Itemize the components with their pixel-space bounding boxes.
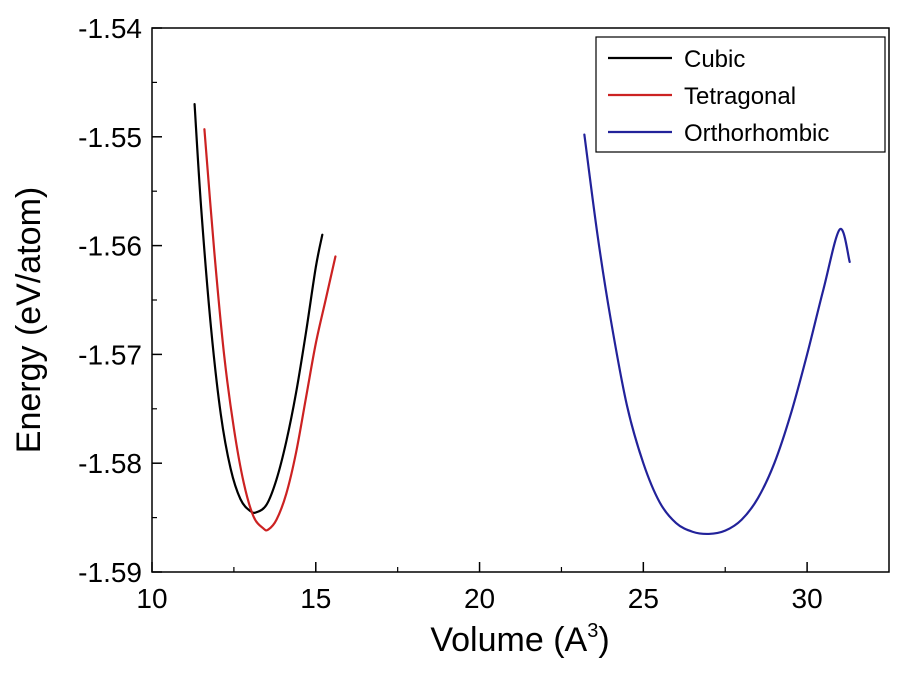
x-tick-label: 25 <box>628 583 659 614</box>
x-tick-label: 15 <box>300 583 331 614</box>
legend-items: Cubic Tetragonal Orthorhombic <box>608 46 829 147</box>
y-axis-title: Energy (eV/atom) <box>10 187 48 453</box>
legend-label-cubic: Cubic <box>684 46 745 73</box>
y-tick-labels: -1.59 -1.58 -1.57 -1.56 -1.55 -1.54 <box>78 13 142 588</box>
series-line-orthorhombic <box>583 133 851 536</box>
y-tick-label: -1.54 <box>78 13 142 44</box>
x-tick-label: 10 <box>136 583 167 614</box>
y-tick-label: -1.59 <box>78 557 142 588</box>
series-line-cubic <box>193 103 324 514</box>
series-line-tetragonal <box>203 128 337 532</box>
series-lines <box>193 103 851 536</box>
x-axis-title: Volume (A3) <box>430 620 609 659</box>
y-tick-label: -1.57 <box>78 339 142 370</box>
y-tick-label: -1.56 <box>78 231 142 262</box>
y-tick-label: -1.58 <box>78 448 142 479</box>
x-tick-label: 30 <box>792 583 823 614</box>
x-tick-labels: 10 15 20 25 30 <box>136 583 822 614</box>
y-tick-label: -1.55 <box>78 122 142 153</box>
legend: Cubic Tetragonal Orthorhombic <box>595 36 886 153</box>
axis-ticks <box>151 27 808 573</box>
legend-label-orthorhombic: Orthorhombic <box>684 120 829 147</box>
x-tick-label: 20 <box>464 583 495 614</box>
legend-label-tetragonal: Tetragonal <box>684 83 796 110</box>
